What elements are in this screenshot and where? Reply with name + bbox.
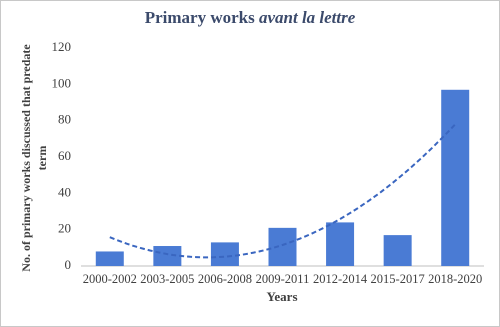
bar [153,246,182,266]
trendline [109,123,456,259]
bar [441,89,470,267]
y-axis-title-line: No. of primary works discussed that pred… [19,44,33,272]
x-tick-label: 2009-2011 [256,272,310,286]
y-tick-label: 40 [58,184,71,199]
y-tick-label: 20 [58,221,71,236]
x-axis-title: Years [266,289,297,304]
title-main: Primary works [145,8,255,27]
y-tick-label: 80 [58,112,71,127]
x-tick-label: 2003-2005 [140,272,194,286]
y-tick-label: 100 [52,75,72,90]
x-tick-label: 2012-2014 [313,272,368,286]
x-tick-label: 2000-2002 [83,272,137,286]
bar [383,235,412,266]
y-axis-title-line: term [35,146,49,171]
bar [326,222,355,266]
y-tick-label: 120 [52,39,72,54]
title-italic: avant la lettre [259,8,356,27]
y-tick-label: 60 [58,148,71,163]
bar [210,242,239,266]
y-tick-label: 0 [65,257,72,272]
x-tick-label: 2006-2008 [198,272,252,286]
bar [95,251,124,266]
x-tick-label: 2015-2017 [371,272,425,286]
x-tick-label: 2018-2020 [428,272,482,286]
bar [268,227,297,266]
chart-title: Primary works avant la lettre [145,8,356,27]
y-axis-title: No. of primary works discussed that pred… [19,44,49,272]
